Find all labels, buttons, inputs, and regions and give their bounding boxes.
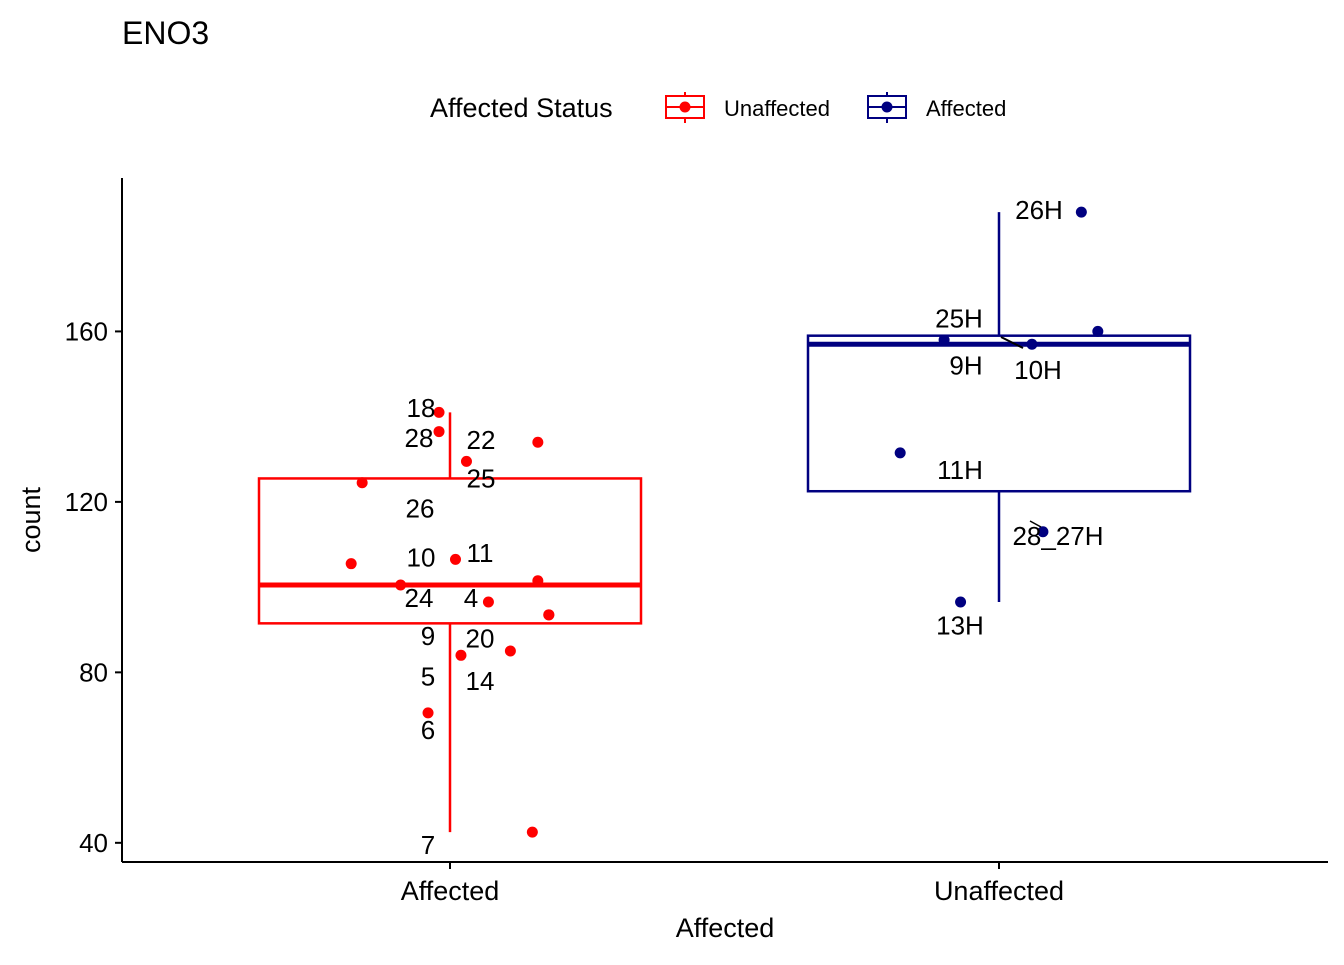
legend-item-unaffected: Unaffected (665, 92, 830, 123)
point-label: 11 (467, 538, 494, 568)
data-point (433, 406, 445, 418)
data-point (532, 575, 544, 587)
point-label: 9 (421, 621, 435, 651)
point-label: 11H (937, 455, 983, 485)
data-point (345, 558, 357, 570)
data-point (433, 426, 445, 438)
y-tick-label: 160 (65, 316, 108, 346)
point-label: 7 (421, 830, 435, 860)
data-point (955, 596, 967, 608)
point-label: 18 (407, 393, 436, 423)
data-point (449, 553, 461, 565)
point-label: 4 (464, 583, 478, 613)
data-point (894, 447, 906, 459)
point-label: 25 (467, 463, 496, 493)
legend-key-point (679, 101, 691, 113)
y-tick-label: 120 (65, 487, 108, 517)
x-axis-label: Affected (676, 913, 775, 943)
data-point (532, 436, 544, 448)
data-point (1026, 338, 1038, 350)
data-point (1075, 206, 1087, 218)
point-label: 20 (466, 623, 495, 653)
box-iqr (257, 477, 643, 625)
label-leader (1000, 336, 1024, 349)
point-label: 9H (949, 351, 982, 381)
box-affected (257, 412, 643, 833)
point-label: 28_27H (1012, 521, 1103, 551)
x-tick-label: Affected (401, 876, 500, 906)
point-label: 26H (1015, 195, 1063, 225)
data-point (455, 649, 467, 661)
label-leader (1029, 520, 1042, 528)
data-point (504, 645, 516, 657)
x-tick-label: Unaffected (934, 876, 1064, 906)
data-point (356, 477, 368, 489)
chart-title: ENO3 (122, 15, 209, 51)
legend-item-affected: Affected (867, 92, 1006, 123)
legend-label: Unaffected (724, 96, 830, 121)
data-point (395, 579, 407, 591)
point-label: 14 (466, 666, 495, 696)
point-label: 5 (421, 662, 435, 692)
point-label: 22 (467, 425, 496, 455)
point-label: 10H (1014, 355, 1062, 385)
data-point (422, 707, 434, 719)
legend: Affected Status Unaffected Affected (430, 92, 1006, 123)
data-point (938, 334, 950, 346)
data-point (460, 455, 472, 467)
point-label: 6 (421, 715, 435, 745)
point-label: 28 (405, 423, 434, 453)
y-axis-label: count (16, 486, 46, 553)
data-point (1092, 325, 1104, 337)
data-point (526, 826, 538, 838)
box-unaffected (806, 212, 1192, 603)
data-point (543, 609, 555, 621)
point-label: 25H (935, 304, 983, 334)
box-iqr (806, 334, 1192, 493)
point-label: 13H (936, 610, 984, 640)
data-point (1037, 526, 1049, 538)
y-tick-label: 80 (79, 657, 108, 687)
legend-key-point (881, 101, 893, 113)
legend-title: Affected Status (430, 93, 613, 123)
point-label: 24 (405, 583, 434, 613)
point-label: 26 (406, 493, 435, 523)
y-tick-label: 40 (79, 828, 108, 858)
data-point (482, 596, 494, 608)
legend-label: Affected (926, 96, 1006, 121)
point-label: 10 (407, 542, 436, 572)
